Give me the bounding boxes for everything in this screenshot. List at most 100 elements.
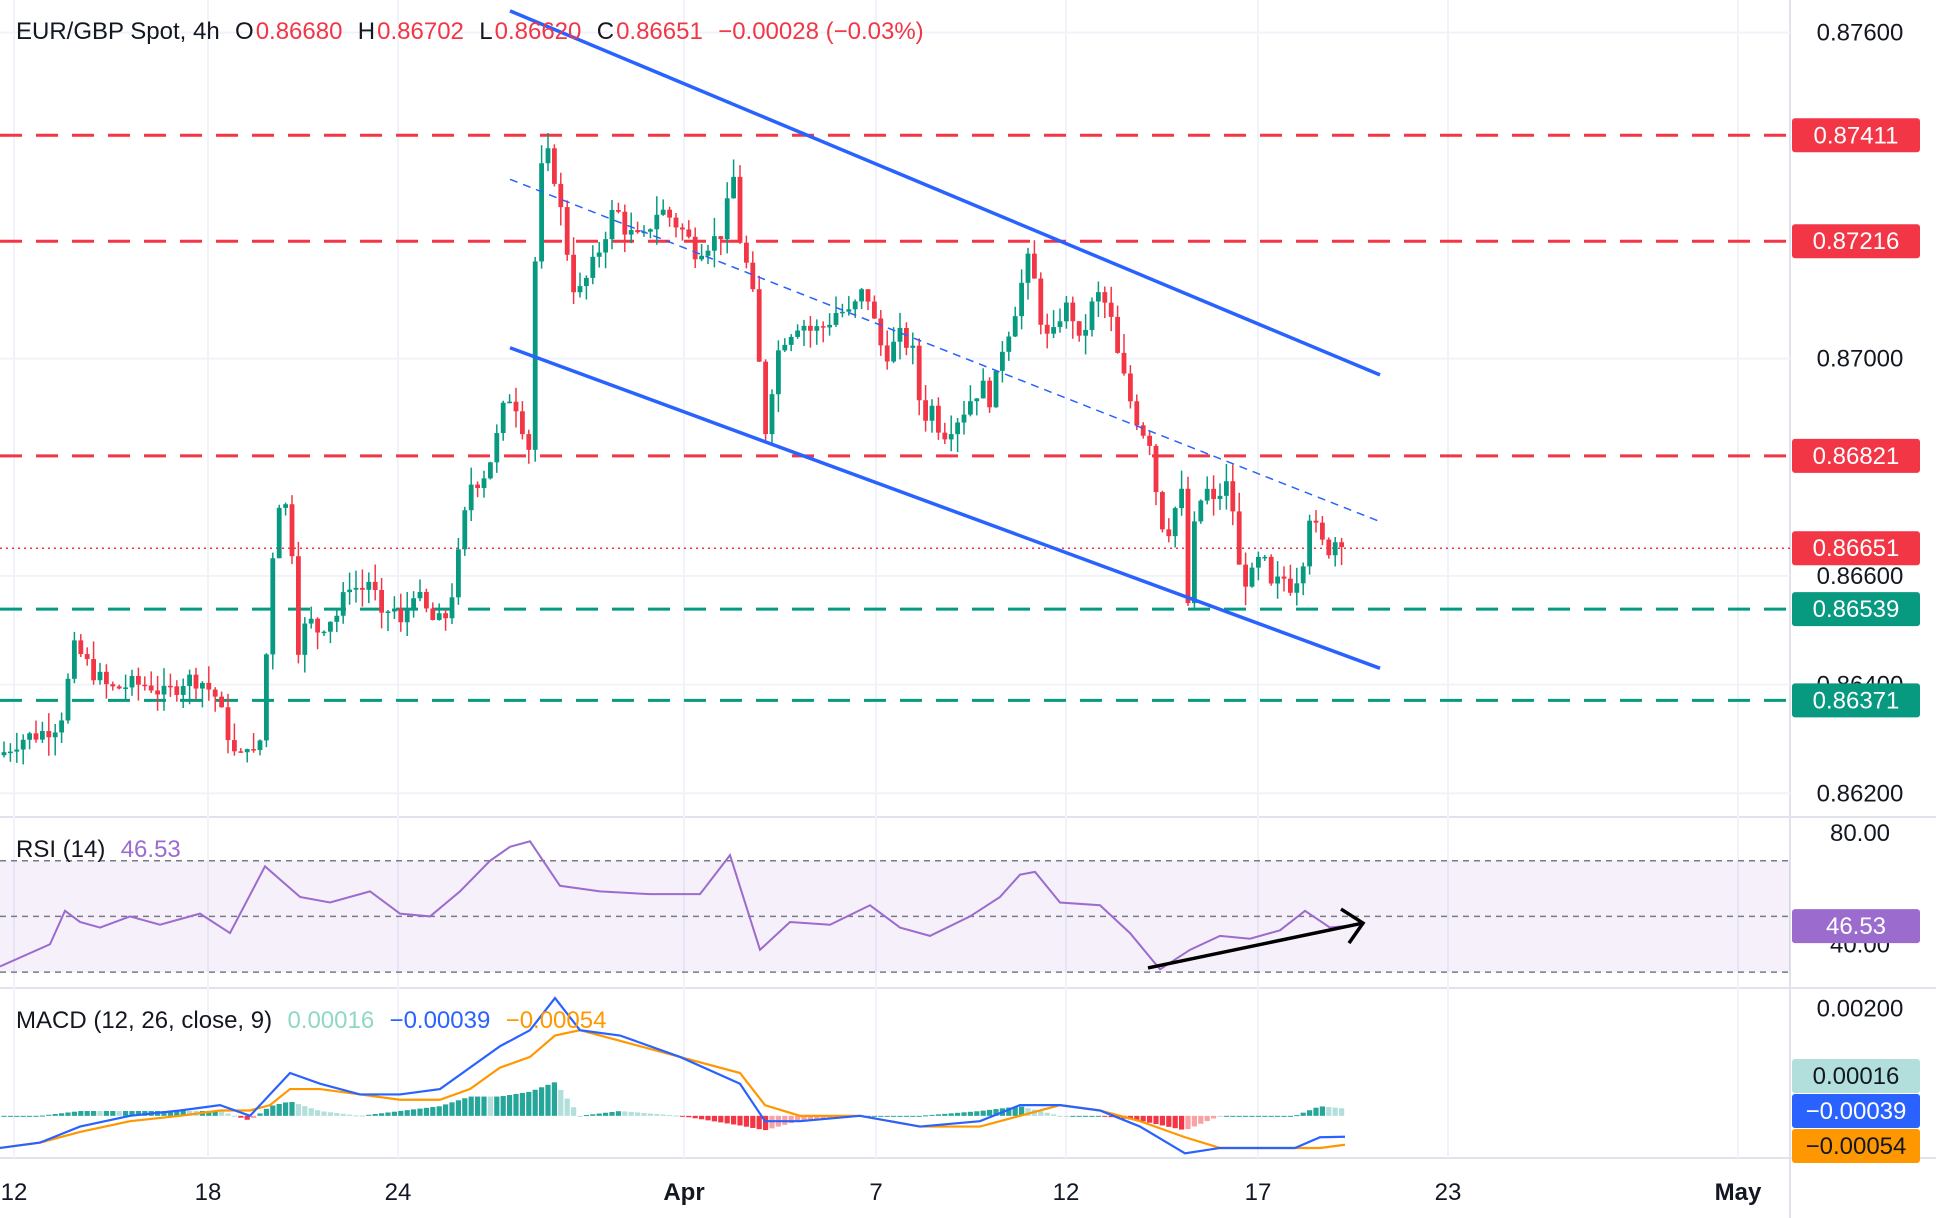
macd-histogram-bar [353, 1115, 359, 1117]
candle-body [840, 311, 845, 314]
candle-body [481, 478, 487, 489]
macd-histogram-bar [545, 1084, 551, 1116]
macd-histogram-bar [763, 1115, 769, 1131]
candle-body [1256, 556, 1261, 568]
candle-body [833, 312, 839, 325]
candle-body [1275, 576, 1280, 584]
macd-histogram-bar [1211, 1115, 1217, 1119]
candle-body [897, 328, 903, 342]
macd-histogram-bar [411, 1109, 417, 1116]
candle-body [808, 325, 813, 331]
macd-histogram-bar [283, 1102, 289, 1116]
macd-histogram-bar [417, 1108, 423, 1116]
macd-histogram-bar [1319, 1106, 1325, 1116]
macd-histogram-bar [1025, 1108, 1031, 1116]
candle-body [1236, 511, 1242, 565]
macd-histogram-bar [39, 1115, 45, 1117]
y-tick-label: 0.86200 [1817, 780, 1904, 807]
candle-body [1089, 301, 1095, 330]
candle-body [1288, 578, 1293, 593]
channel-upper-line [509, 9, 1381, 377]
macd-histogram-bar [391, 1111, 397, 1116]
macd-tick-label: 0.00200 [1817, 996, 1904, 1023]
low-value: 0.86620 [494, 18, 582, 45]
open-label: O [235, 18, 254, 45]
candle-body [468, 484, 474, 511]
macd-signal-value: −0.00054 [505, 1007, 607, 1034]
macd-histogram-bar [71, 1111, 77, 1116]
x-tick-label: 24 [385, 1179, 412, 1206]
macd-histogram-bar [270, 1105, 276, 1116]
macd-line-value: −0.00039 [389, 1007, 491, 1034]
y-tick-label: 0.87600 [1817, 20, 1904, 47]
macd-histogram-bar [935, 1114, 941, 1116]
rsi-value-tag-bg [1792, 909, 1920, 944]
macd-histogram-bar [711, 1115, 717, 1122]
macd-histogram-bar [942, 1113, 948, 1116]
candle-body [436, 613, 442, 620]
macd-histogram-bar [219, 1111, 225, 1116]
candle-body [654, 214, 660, 230]
macd-histogram-bar [974, 1111, 980, 1116]
macd-histogram-bar [1102, 1115, 1108, 1117]
candle-body [33, 733, 39, 740]
candle-body [1025, 253, 1031, 283]
candle-body [564, 207, 570, 255]
candle-body [456, 549, 461, 598]
macd-histogram-bar [635, 1112, 641, 1116]
macd-histogram-bar [455, 1100, 461, 1116]
macd-histogram-bar [897, 1115, 903, 1117]
candle-body [161, 685, 167, 695]
macd-histogram-bar [967, 1111, 973, 1116]
macd-histogram-bar [123, 1111, 129, 1116]
macd-histogram-bar [187, 1111, 193, 1116]
candle-body [1204, 488, 1210, 501]
macd-hist-value: 0.00016 [287, 1007, 375, 1034]
macd-histogram-bar [398, 1110, 404, 1116]
candle-body [385, 611, 391, 613]
candle-body [942, 432, 948, 440]
macd-panel [0, 996, 1346, 1155]
candle-body [628, 230, 634, 235]
macd-histogram-bar [814, 1115, 820, 1120]
candle-body [404, 608, 410, 623]
macd-histogram-bar [103, 1111, 109, 1116]
macd-histogram-bar [955, 1112, 961, 1116]
candle-body [1153, 445, 1159, 493]
candle-body [212, 689, 218, 697]
macd-histogram-bar [551, 1082, 557, 1116]
candle-body [59, 720, 64, 733]
resistance-price-tag: 0.87411 [1814, 122, 1899, 149]
macd-histogram-bar [315, 1110, 321, 1116]
macd-histogram-bar [993, 1109, 999, 1116]
macd-histogram-bar [1243, 1115, 1249, 1117]
high-label: H [357, 18, 376, 45]
candle-body [1019, 282, 1024, 317]
candle-body [507, 401, 512, 404]
macd-histogram-bar [91, 1111, 97, 1116]
time-axis[interactable]: 12 18 24 Apr 7 12 17 23 May [1, 1179, 1762, 1206]
macd-histogram-bar [359, 1115, 365, 1117]
support-price-tag-bg [1792, 592, 1920, 627]
support-price-tag-bg [1792, 683, 1920, 718]
macd-histogram-bar [1166, 1115, 1172, 1127]
macd-histogram-bar [654, 1113, 660, 1116]
candle-body [91, 659, 96, 681]
macd-histogram-bar [750, 1115, 756, 1128]
candle-body [590, 256, 596, 278]
candle-body [750, 262, 756, 290]
candle-body [372, 581, 378, 591]
candle-body [283, 504, 288, 508]
macd-histogram-bar [1294, 1115, 1300, 1117]
macd-histogram-bar [1159, 1115, 1165, 1126]
macd-histogram-bar [436, 1106, 442, 1116]
macd-histogram-bar [1332, 1107, 1338, 1116]
candle-body [974, 398, 980, 402]
candle-body [1211, 488, 1216, 499]
candle-body [1230, 481, 1236, 512]
rsi-tick-label: 80.00 [1830, 820, 1890, 847]
candle-body [168, 685, 173, 688]
candle-body [1000, 351, 1005, 371]
macd-histogram-bar [347, 1114, 353, 1116]
candle-body [1, 752, 7, 756]
